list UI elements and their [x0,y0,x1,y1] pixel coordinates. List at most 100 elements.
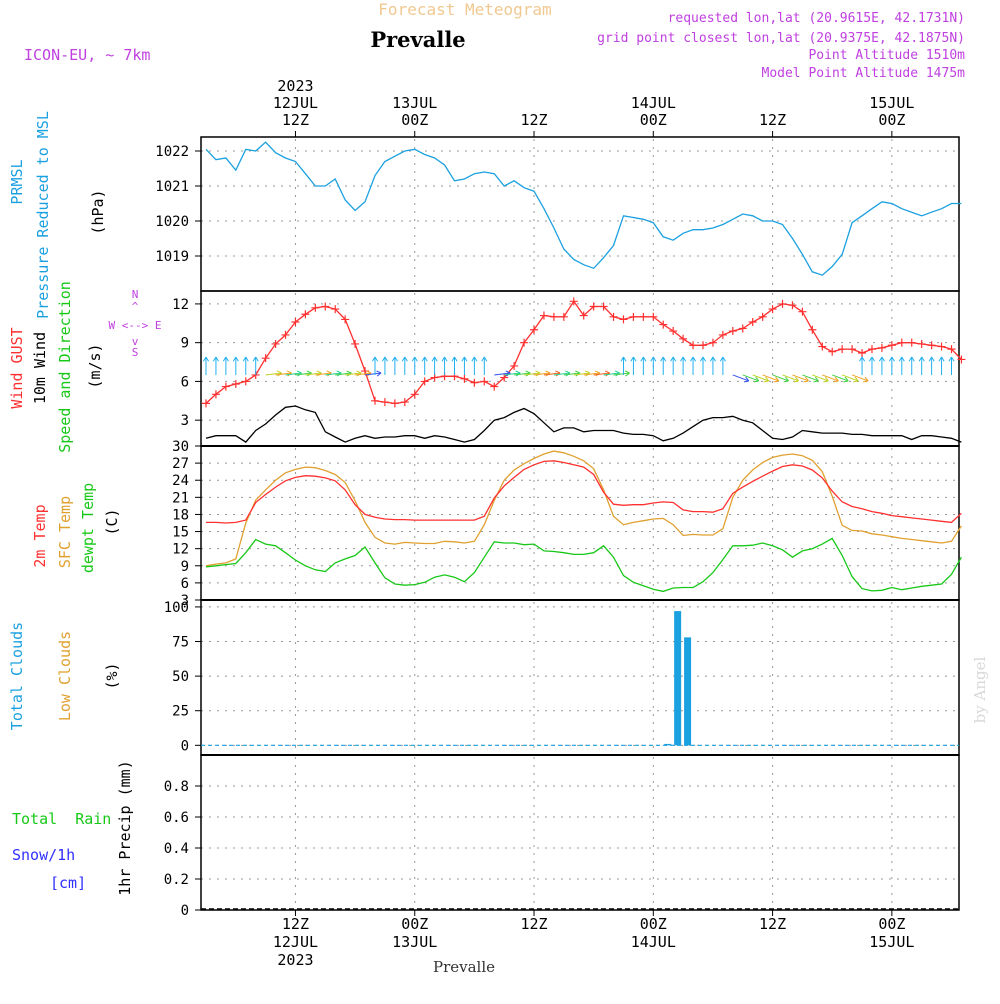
gust-marker [619,315,628,324]
ytick-label-3-0: 0 [181,738,189,754]
gust-marker [798,307,807,316]
chart-title: Forecast Meteogram [378,0,551,19]
ytick-label-2-9: 30 [172,439,189,455]
wind-arrow [593,372,610,376]
ytick-label-4-1: 0.2 [164,872,189,888]
wind-arrow-head [441,356,448,362]
wind-arrow-head [853,376,859,383]
wind-arrow [792,374,809,382]
compass-north: N [132,288,139,301]
gust-marker [649,312,658,321]
wind-arrow [504,372,521,376]
gust-marker [788,301,797,310]
gust-marker [828,347,837,356]
gust-marker [380,398,389,407]
wind-arrow-head [763,376,770,383]
wind-arrow-head [773,376,780,383]
wind-arrow [305,372,322,376]
precip-axis-labels: Total Rain Snow/1h [cm] 1hr Precip (mm) [12,760,134,895]
bottom-label-1-line-0: 00Z [401,915,428,933]
pressure-label-1: PRMSL [8,159,26,204]
dewpt-line [205,537,962,593]
bottom-label-0-line-2: 2023 [277,951,313,969]
top-label-5: 15JUL 00Z [869,94,914,129]
bottom-label-3: 00Z 14JUL [631,915,676,951]
wind-arrow-head [670,356,677,362]
bottom-label-2: 12Z [520,915,547,933]
wind-arrow-head [928,356,935,362]
wind-arrow [802,374,819,382]
gust-marker [838,345,847,354]
ytick-label-4-3: 0.6 [164,810,189,826]
cloud-axis-labels: Total Clouds Low Clouds (%) [8,622,121,730]
wind-arrow [364,372,382,376]
wind-arrow-head [624,370,630,377]
wind-arrow [335,372,352,376]
gust-marker [480,377,489,386]
gust-marker [808,325,817,334]
gust-marker [848,345,857,354]
gust-marker [291,318,300,326]
wind-dir-label: Speed and Direction [56,281,74,453]
wind-arrow-head [242,356,249,362]
gust-marker [549,312,558,321]
gust-marker [241,377,250,386]
wind-arrow [762,374,779,382]
wind-arrow [533,372,551,376]
wind-arrow [583,372,600,376]
wind-arrow-head [640,356,647,362]
wind-arrow [295,372,312,376]
bottom-label-4-line-0: 12Z [759,915,786,933]
wind-arrow [603,372,620,376]
wind-arrow-head [709,356,716,362]
gust-marker [947,345,956,354]
ytick-label-2-1: 6 [181,576,189,592]
compass-south-arrow: v [132,335,139,348]
wind-arrow-head [391,356,398,362]
panel-frame-3 [200,599,960,756]
wind-label: 10m Wind [31,332,49,404]
gust-marker [231,380,240,388]
bottom-label-3-line-1: 14JUL [631,933,676,951]
gust-marker [420,377,429,386]
grid-coords: grid point closest lon,lat (20.9375E, 42… [597,31,965,46]
gust-marker [202,399,210,408]
compass-west-east: W <--> E [109,319,162,332]
wind-arrow-head [202,356,210,362]
ytick-label-2-2: 9 [181,559,189,575]
gust-marker [897,338,906,347]
wind-arrow-head [471,356,478,362]
wind-arrow [772,374,789,382]
ytick-label-0-0: 1019 [155,249,189,265]
ytick-label-2-6: 21 [172,490,189,506]
gust-marker [887,341,896,350]
gust-marker [301,310,310,319]
wind-arrow-head [222,356,229,362]
wind-arrow-head [888,356,895,362]
gust-marker [470,378,479,387]
ytick-label-1-1: 6 [181,374,189,390]
sfc-label: SFC Temp [56,496,74,568]
top-label-0-line-1: 12JUL [273,94,318,112]
bottom-label-3-line-0: 00Z [640,915,667,933]
wind-arrow [812,374,829,382]
top-label-4-line-0: 12Z [759,111,786,129]
wind-arrow-head [783,376,789,383]
gust-marker [917,339,926,348]
gust-marker [738,324,747,333]
top-label-1-line-0: 13JUL [392,94,437,112]
wind-arrow-head [232,356,239,362]
bottom-label-0-line-1: 12JUL [273,933,318,951]
low-clouds-label: Low Clouds [56,631,74,721]
wind-arrow-head [898,356,905,362]
wind-arrow-head [680,356,687,362]
ytick-label-2-4: 15 [172,525,189,541]
top-label-3: 14JUL 00Z [631,94,676,129]
gust-marker [331,305,340,314]
wind-arrow [265,372,282,376]
bottom-label-5-line-0: 00Z [878,915,905,933]
wind-arrow [553,372,570,376]
gust-marker [370,396,379,405]
watermark: by Angel [971,656,989,723]
bottom-label-4: 12Z [759,915,786,933]
